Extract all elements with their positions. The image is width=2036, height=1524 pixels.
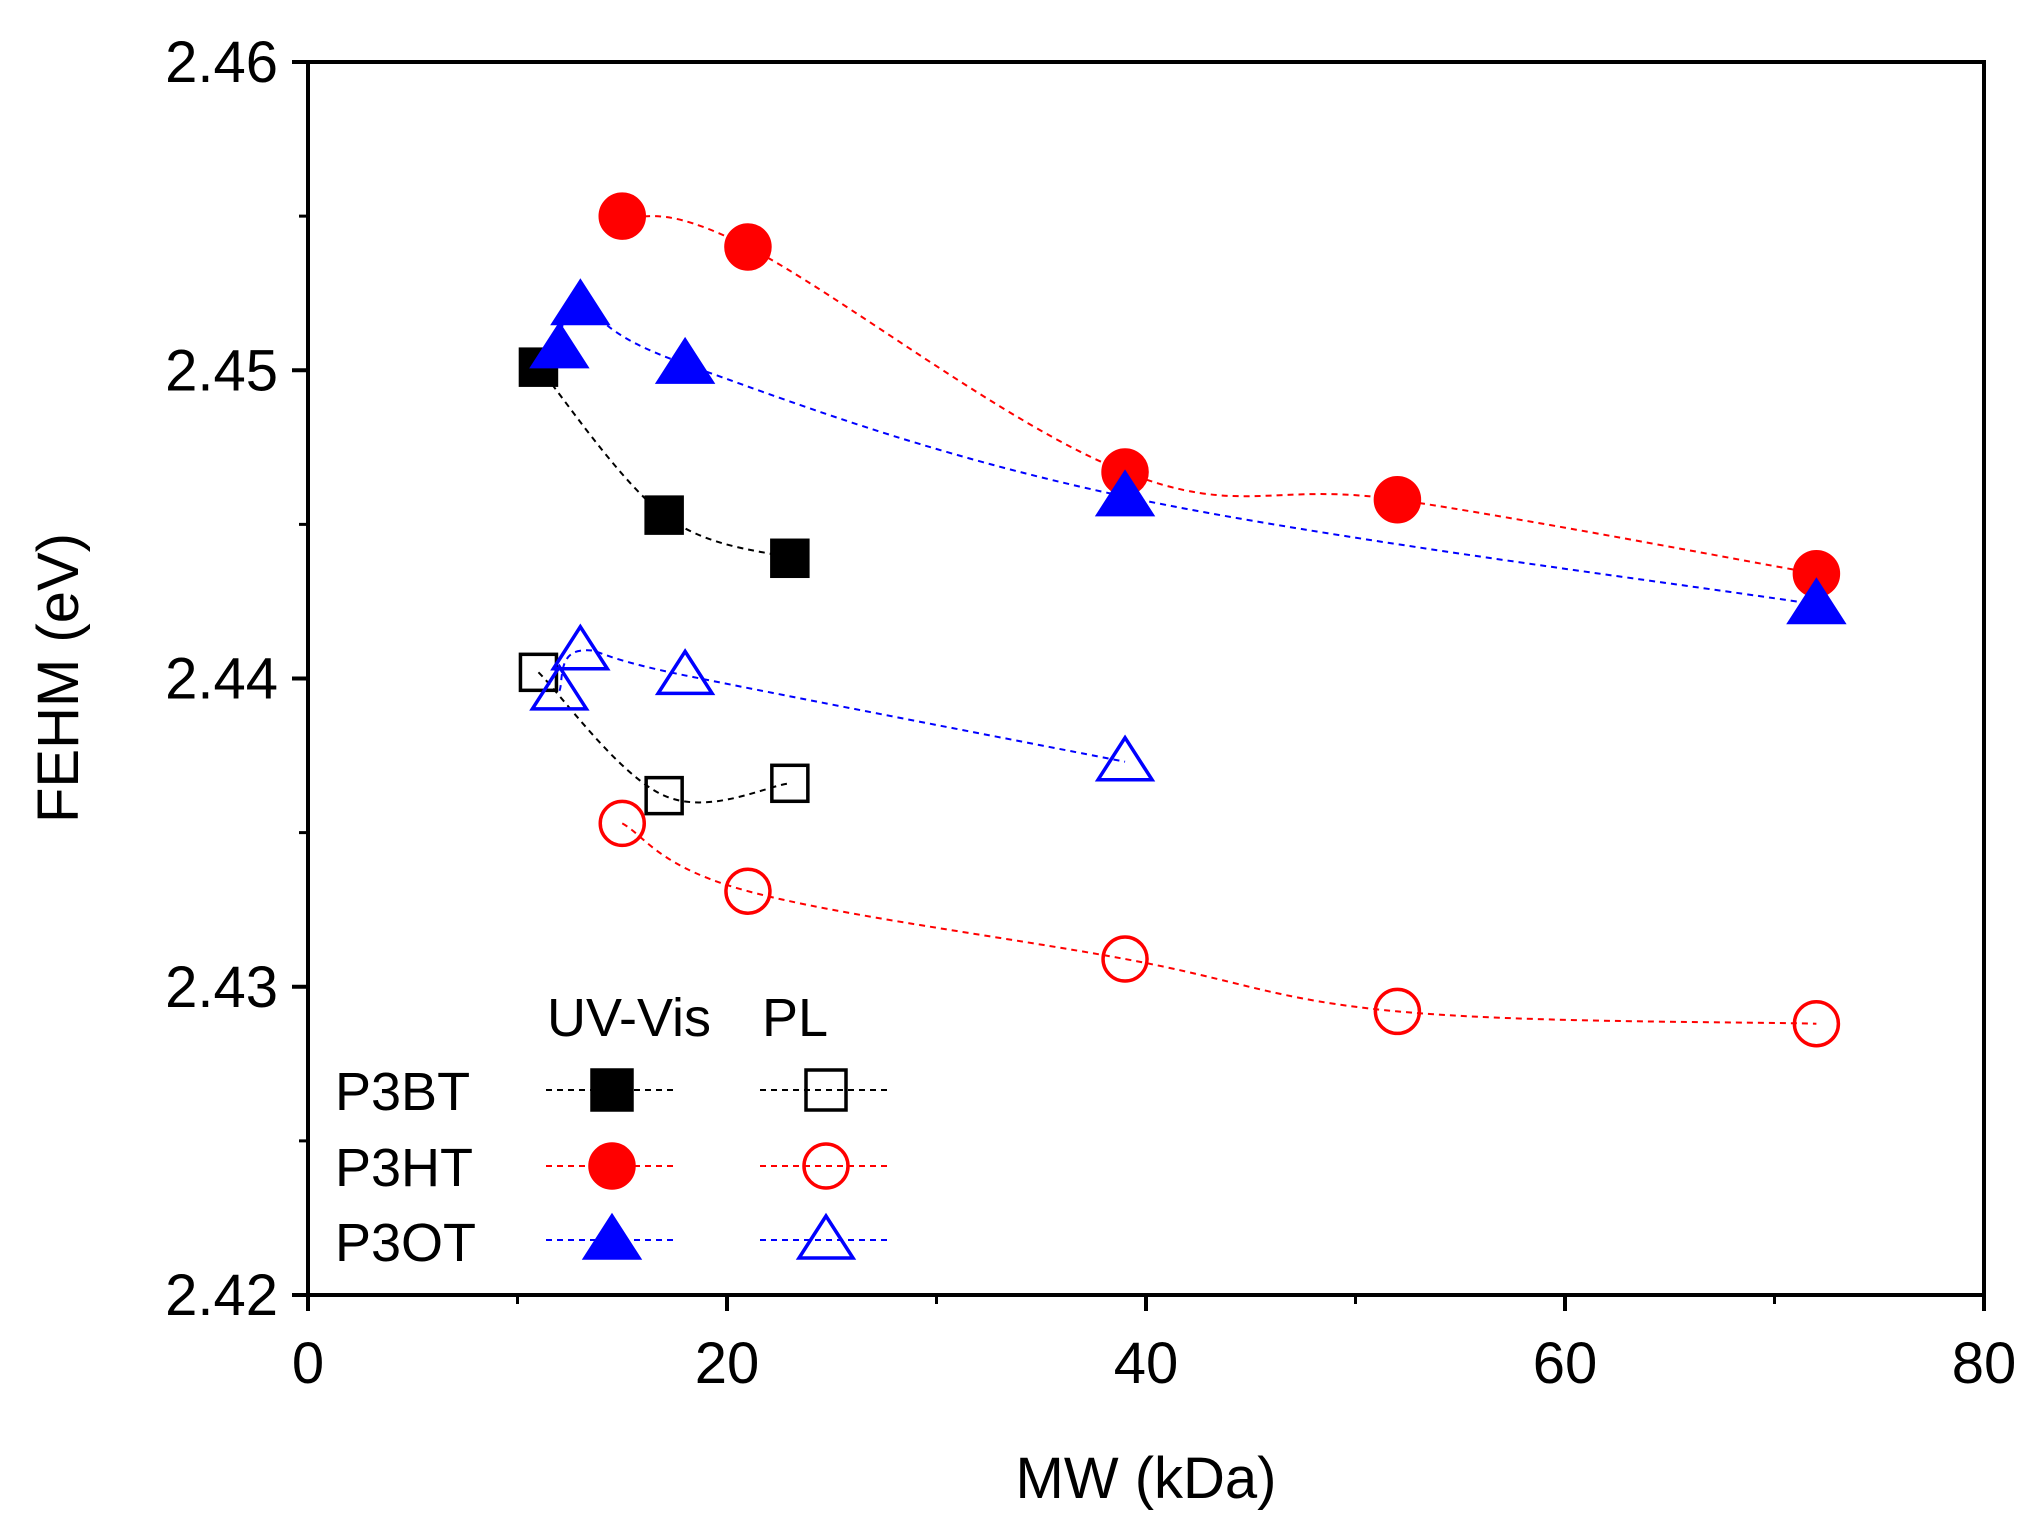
data-point-p3ot-uv-vis-2 bbox=[654, 336, 716, 384]
y-tick-label: 2.42 bbox=[165, 1263, 278, 1328]
legend-marker-p3bt-uvvis bbox=[590, 1068, 634, 1112]
y-tick-label: 2.45 bbox=[165, 338, 278, 403]
series-line-p3ht-uv-vis bbox=[622, 215, 1817, 575]
legend-header-uvvis: UV-Vis bbox=[547, 988, 711, 1048]
y-axis-title: FEHM (eV) bbox=[26, 533, 91, 823]
data-point-p3ht-pl-2 bbox=[1101, 935, 1149, 983]
legend-label-p3bt: P3BT bbox=[335, 1062, 470, 1122]
data-point-p3ot-uv-vis-3 bbox=[1094, 469, 1156, 517]
legend: UV-Vis PL P3BT P3HT P3OT bbox=[335, 988, 892, 1273]
plot-frame bbox=[306, 60, 1986, 1297]
x-tick-label: 60 bbox=[1533, 1331, 1598, 1396]
y-tick-label: 2.43 bbox=[165, 955, 278, 1020]
data-point-p3ht-pl-0 bbox=[598, 799, 646, 848]
series-line-p3bt-pl bbox=[537, 671, 790, 804]
x-tick-label: 0 bbox=[292, 1331, 324, 1396]
data-point-p3ot-uv-vis-1 bbox=[550, 278, 611, 326]
x-axis-title: MW (kDa) bbox=[1016, 1446, 1277, 1511]
series-line-p3ot-uv-vis bbox=[558, 304, 1817, 606]
data-point-p3ht-uv-vis-3 bbox=[1373, 475, 1422, 524]
data-point-p3ht-pl-3 bbox=[1373, 987, 1422, 1036]
data-point-p3bt-pl-2 bbox=[770, 763, 810, 804]
data-point-p3ot-uv-vis-0 bbox=[529, 321, 590, 369]
data-point-p3bt-pl-1 bbox=[644, 775, 684, 816]
data-point-p3ht-pl-4 bbox=[1792, 999, 1841, 1048]
data-point-p3ot-pl-3 bbox=[1094, 734, 1156, 782]
data-point-p3ot-pl-1 bbox=[550, 623, 611, 671]
data-point-p3bt-uv-vis-1 bbox=[644, 495, 684, 535]
legend-marker-p3ht-pl bbox=[802, 1142, 850, 1190]
axis-ticks: 0 20 40 60 80 2.42 2.43 2.44 2.45 2.46 bbox=[165, 30, 2016, 1396]
data-point-p3ht-uv-vis-1 bbox=[724, 223, 772, 271]
x-tick-label: 40 bbox=[1114, 1331, 1179, 1396]
legend-marker-p3ot-uvvis bbox=[581, 1212, 643, 1260]
x-tick-label: 20 bbox=[695, 1331, 760, 1396]
legend-label-p3ht: P3HT bbox=[335, 1138, 473, 1198]
series-markers bbox=[518, 192, 1847, 1048]
y-tick-label: 2.46 bbox=[165, 30, 278, 95]
data-point-p3ot-uv-vis-4 bbox=[1786, 577, 1847, 625]
series-line-p3ht-pl bbox=[621, 822, 1817, 1025]
legend-marker-p3bt-pl bbox=[804, 1068, 848, 1112]
data-point-p3bt-uv-vis-2 bbox=[770, 538, 810, 579]
x-tick-label: 80 bbox=[1952, 1331, 2017, 1396]
legend-label-p3ot: P3OT bbox=[335, 1213, 476, 1273]
legend-marker-p3ht-uvvis bbox=[588, 1142, 636, 1190]
data-point-p3ot-pl-2 bbox=[654, 648, 716, 696]
data-point-p3ht-pl-1 bbox=[724, 867, 772, 915]
y-tick-label: 2.44 bbox=[165, 647, 278, 712]
data-point-p3ot-pl-0 bbox=[529, 663, 590, 711]
legend-marker-p3ot-pl bbox=[795, 1212, 857, 1260]
data-point-p3ht-uv-vis-0 bbox=[598, 192, 646, 240]
series-line-p3ot-pl bbox=[558, 649, 1126, 763]
legend-header-pl: PL bbox=[762, 988, 828, 1048]
